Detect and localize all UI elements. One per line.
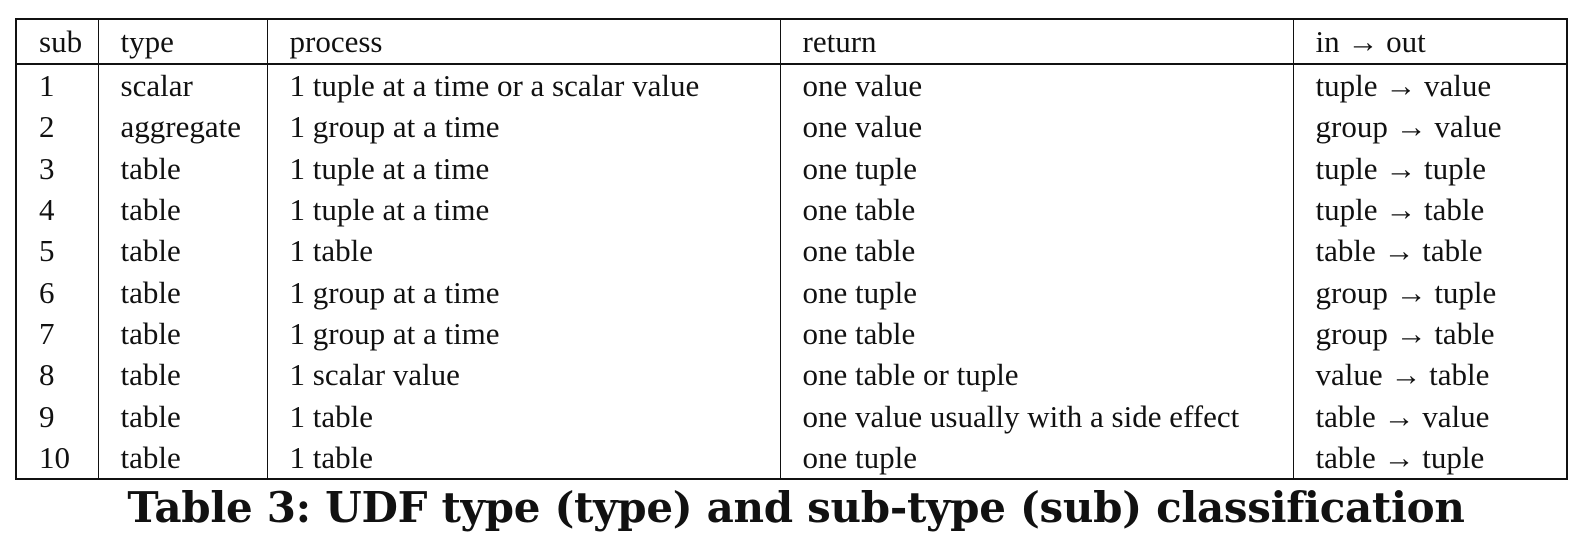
cell-in-out: value → table <box>1292 354 1568 396</box>
cell-sub: 7 <box>15 312 99 355</box>
table-row: 3 table 1 tuple at a time one tuple tupl… <box>15 147 1568 189</box>
cell-type: table <box>97 354 268 396</box>
cell-process: 1 group at a time <box>266 271 781 313</box>
cell-type: table <box>97 230 268 272</box>
cell-process: 1 group at a time <box>266 312 781 355</box>
cell-type: table <box>97 271 268 313</box>
cell-process: 1 table <box>266 230 781 272</box>
cell-sub: 9 <box>15 395 99 437</box>
table-row: 8 table 1 scalar value one table or tupl… <box>15 354 1568 396</box>
header-return: return <box>779 19 1294 65</box>
cell-return: one table <box>779 188 1294 231</box>
udf-classification-table: sub type process return in → out 1 scala… <box>15 18 1568 480</box>
cell-type: scalar <box>97 64 268 107</box>
cell-in-out: group → tuple <box>1292 271 1568 313</box>
cell-type: aggregate <box>97 106 268 148</box>
header-process: process <box>266 19 781 65</box>
header-in-out: in → out <box>1292 19 1568 65</box>
cell-type: table <box>97 395 268 437</box>
cell-return: one tuple <box>779 271 1294 313</box>
cell-sub: 2 <box>15 106 99 148</box>
cell-in-out: group → table <box>1292 312 1568 355</box>
cell-sub: 10 <box>15 436 99 479</box>
cell-return: one tuple <box>779 436 1294 479</box>
cell-type: table <box>97 188 268 231</box>
cell-in-out: table → value <box>1292 395 1568 437</box>
header-sub: sub <box>15 19 99 65</box>
table-caption: Table 3: UDF type (type) and sub-type (s… <box>127 483 1465 532</box>
cell-in-out: tuple → tuple <box>1292 147 1568 189</box>
cell-process: 1 table <box>266 395 781 437</box>
cell-sub: 6 <box>15 271 99 313</box>
table-row: 2 aggregate 1 group at a time one value … <box>15 106 1568 148</box>
header-type: type <box>97 19 268 65</box>
cell-process: 1 tuple at a time <box>266 147 781 189</box>
cell-type: table <box>97 147 268 189</box>
cell-sub: 4 <box>15 188 99 231</box>
cell-return: one value <box>779 64 1294 107</box>
cell-in-out: tuple → table <box>1292 188 1568 231</box>
cell-process: 1 table <box>266 436 781 479</box>
cell-sub: 1 <box>15 64 99 107</box>
cell-process: 1 tuple at a time or a scalar value <box>266 64 781 107</box>
cell-return: one table <box>779 230 1294 272</box>
cell-return: one tuple <box>779 147 1294 189</box>
table-row: 9 table 1 table one value usually with a… <box>15 395 1568 437</box>
table-row: 5 table 1 table one table table → table <box>15 230 1568 272</box>
cell-return: one table <box>779 312 1294 355</box>
cell-in-out: table → table <box>1292 230 1568 272</box>
cell-in-out: group → value <box>1292 106 1568 148</box>
cell-in-out: tuple → value <box>1292 64 1568 107</box>
cell-type: table <box>97 312 268 355</box>
cell-process: 1 scalar value <box>266 354 781 396</box>
table-row: 4 table 1 tuple at a time one table tupl… <box>15 188 1568 231</box>
cell-process: 1 group at a time <box>266 106 781 148</box>
cell-return: one value <box>779 106 1294 148</box>
cell-return: one table or tuple <box>779 354 1294 396</box>
table-header-row: sub type process return in → out <box>15 19 1568 65</box>
table-row: 1 scalar 1 tuple at a time or a scalar v… <box>15 64 1568 107</box>
cell-sub: 5 <box>15 230 99 272</box>
cell-return: one value usually with a side effect <box>779 395 1294 437</box>
table-row: 6 table 1 group at a time one tuple grou… <box>15 271 1568 313</box>
table-row: 10 table 1 table one tuple table → tuple <box>15 436 1568 479</box>
udf-classification-table-container: sub type process return in → out 1 scala… <box>15 18 1568 480</box>
cell-in-out: table → tuple <box>1292 436 1568 479</box>
cell-sub: 8 <box>15 354 99 396</box>
cell-type: table <box>97 436 268 479</box>
table-row: 7 table 1 group at a time one table grou… <box>15 312 1568 355</box>
cell-sub: 3 <box>15 147 99 189</box>
cell-process: 1 tuple at a time <box>266 188 781 231</box>
